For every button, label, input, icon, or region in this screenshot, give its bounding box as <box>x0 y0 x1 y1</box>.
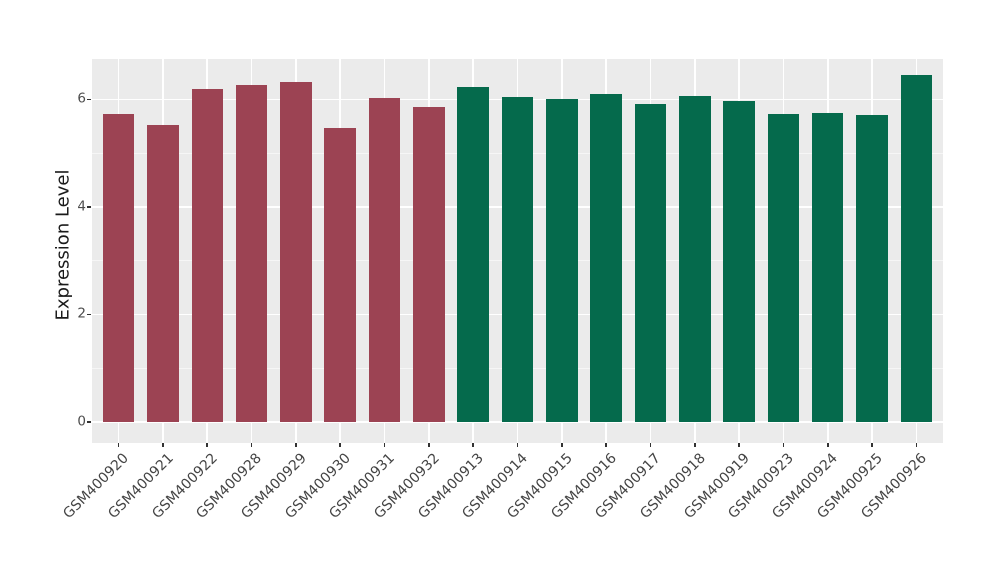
y-axis-tick <box>87 421 91 423</box>
y-axis-tick <box>87 98 91 101</box>
plot-panel <box>92 59 943 443</box>
bar-GSM400926 <box>900 74 933 423</box>
bar-GSM400917 <box>634 104 667 423</box>
x-axis-tick <box>428 443 430 447</box>
bar-GSM400922 <box>191 88 223 423</box>
bar-GSM400931 <box>368 97 401 423</box>
y-axis-tick <box>87 206 91 208</box>
x-axis-tick <box>383 443 386 447</box>
bar-GSM400915 <box>546 98 578 423</box>
x-axis-tick <box>561 443 563 447</box>
bar-GSM400914 <box>501 97 534 422</box>
x-axis-tick <box>117 443 120 447</box>
bar-GSM400919 <box>723 101 755 423</box>
bar-GSM400918 <box>679 96 711 422</box>
bar-GSM400924 <box>812 112 844 423</box>
x-axis-tick <box>827 443 829 447</box>
x-axis-tick <box>871 443 873 447</box>
x-axis-tick <box>649 443 652 447</box>
y-tick-label: 6 <box>77 90 86 107</box>
bar-GSM400920 <box>102 113 135 422</box>
y-axis-tick <box>87 313 91 316</box>
x-axis-tick <box>605 443 607 447</box>
x-axis-tick <box>694 443 696 447</box>
bar-GSM400923 <box>767 114 800 423</box>
x-axis-tick <box>162 443 164 447</box>
x-axis-tick <box>915 443 918 447</box>
x-axis-tick <box>782 443 785 447</box>
y-axis-title: Expression Level <box>52 169 74 321</box>
bar-GSM400929 <box>280 82 312 423</box>
y-tick-label: 0 <box>77 413 86 430</box>
bar-GSM400916 <box>590 94 622 422</box>
y-tick-label: 2 <box>77 305 86 322</box>
x-axis-tick <box>295 443 297 447</box>
x-axis-tick <box>472 443 474 447</box>
bar-GSM400913 <box>457 86 489 422</box>
x-axis-tick <box>250 443 253 447</box>
bar-GSM400930 <box>324 127 356 422</box>
bar-GSM400928 <box>235 84 268 423</box>
x-axis-tick <box>516 443 519 447</box>
bar-GSM400921 <box>147 125 179 422</box>
x-axis-tick <box>339 443 341 447</box>
bar-GSM400925 <box>856 114 888 422</box>
x-axis-tick <box>206 443 208 447</box>
y-tick-label: 4 <box>77 198 86 215</box>
x-axis-tick <box>738 443 740 447</box>
bar-GSM400932 <box>413 107 445 422</box>
